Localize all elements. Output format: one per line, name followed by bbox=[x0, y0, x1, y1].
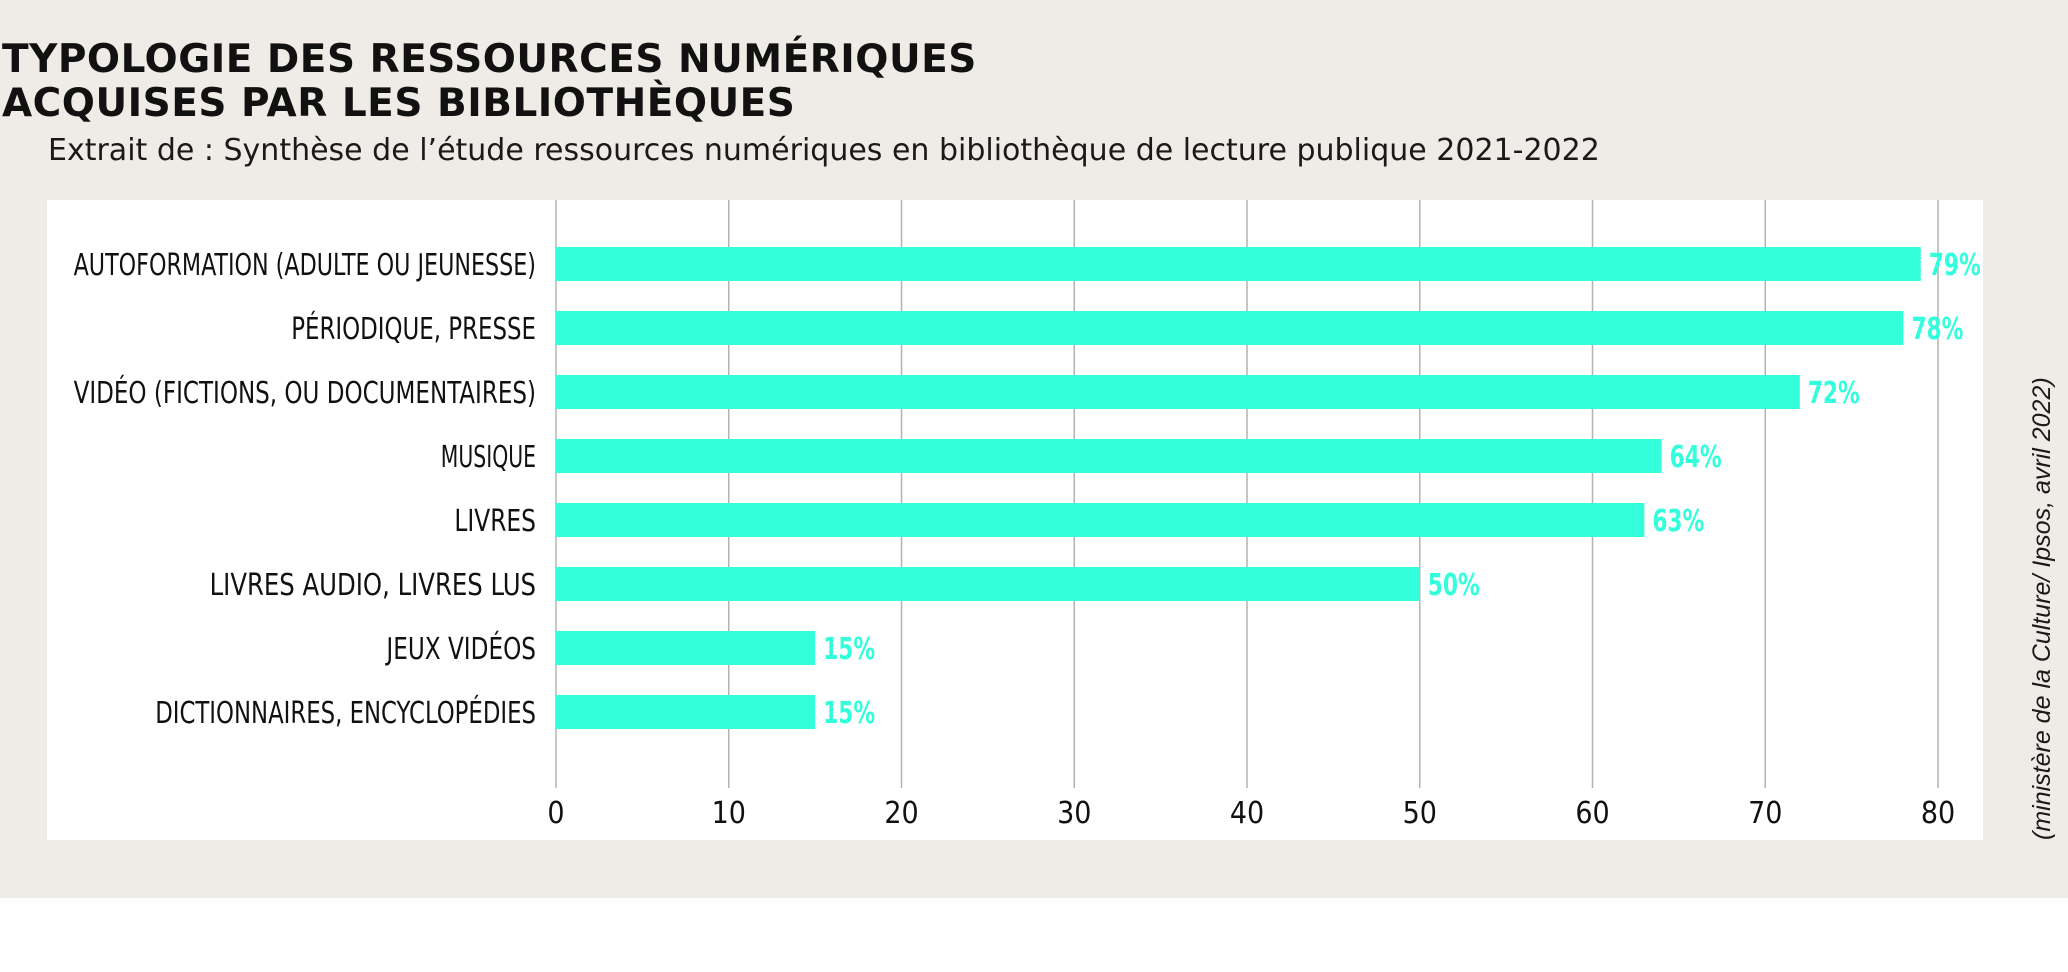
category-label: PÉRIODIQUE, PRESSE bbox=[291, 311, 536, 347]
x-tick-label: 10 bbox=[712, 796, 746, 831]
source-credit: (ministère de la Culture/ Ipsos, avril 2… bbox=[2028, 377, 2056, 840]
category-label: LIVRES bbox=[454, 504, 536, 539]
x-tick-label: 0 bbox=[547, 796, 564, 831]
x-tick-label: 80 bbox=[1921, 796, 1955, 831]
x-tick-label: 30 bbox=[1057, 796, 1091, 831]
x-tick-label: 70 bbox=[1748, 796, 1782, 831]
x-tick-label: 50 bbox=[1403, 796, 1437, 831]
value-label: 15% bbox=[823, 696, 875, 731]
category-label: VIDÉO (FICTIONS, OU DOCUMENTAIRES) bbox=[74, 375, 536, 411]
chart-title-line-2: ACQUISES PAR LES BIBLIOTHÈQUES bbox=[2, 81, 796, 126]
category-label: LIVRES AUDIO, LIVRES LUS bbox=[210, 568, 536, 603]
bar bbox=[556, 439, 1662, 473]
bar bbox=[556, 311, 1904, 345]
chart-subtitle: Extrait de : Synthèse de l’étude ressour… bbox=[48, 133, 1600, 168]
plot-area: 0 10 20 30 40 50 60 70 80 AUTOFORMATION (ADULTE O… bbox=[47, 200, 1983, 840]
category-label: MUSIQUE bbox=[441, 440, 536, 475]
x-tick-label: 60 bbox=[1575, 796, 1609, 831]
value-label: 79% bbox=[1929, 248, 1981, 283]
bar bbox=[556, 503, 1645, 537]
value-label: 50% bbox=[1428, 568, 1480, 603]
category-label: JEUX VIDÉOS bbox=[385, 631, 536, 667]
chart-panel: TYPOLOGIE DES RESSOURCES NUMÉRIQUES ACQU… bbox=[0, 0, 2068, 898]
chart-title-line-1: TYPOLOGIE DES RESSOURCES NUMÉRIQUES bbox=[2, 37, 977, 82]
x-tick-label: 40 bbox=[1230, 796, 1264, 831]
bar bbox=[556, 631, 816, 665]
bar-chart: 0 10 20 30 40 50 60 70 80 AUTOFORMATION (ADULTE O… bbox=[74, 200, 1981, 831]
value-label: 63% bbox=[1652, 504, 1704, 539]
value-label: 64% bbox=[1670, 440, 1722, 475]
bar bbox=[556, 567, 1420, 601]
value-label: 72% bbox=[1808, 376, 1860, 411]
bar bbox=[556, 695, 816, 729]
category-label: DICTIONNAIRES, ENCYCLOPÉDIES bbox=[155, 695, 536, 731]
value-label: 15% bbox=[823, 632, 875, 667]
bar bbox=[556, 247, 1921, 281]
category-label: AUTOFORMATION (ADULTE OU JEUNESSE) bbox=[74, 248, 536, 283]
chart-title: TYPOLOGIE DES RESSOURCES NUMÉRIQUES ACQU… bbox=[2, 38, 977, 126]
bar bbox=[556, 375, 1800, 409]
value-label: 78% bbox=[1911, 312, 1963, 347]
x-tick-label: 20 bbox=[884, 796, 918, 831]
